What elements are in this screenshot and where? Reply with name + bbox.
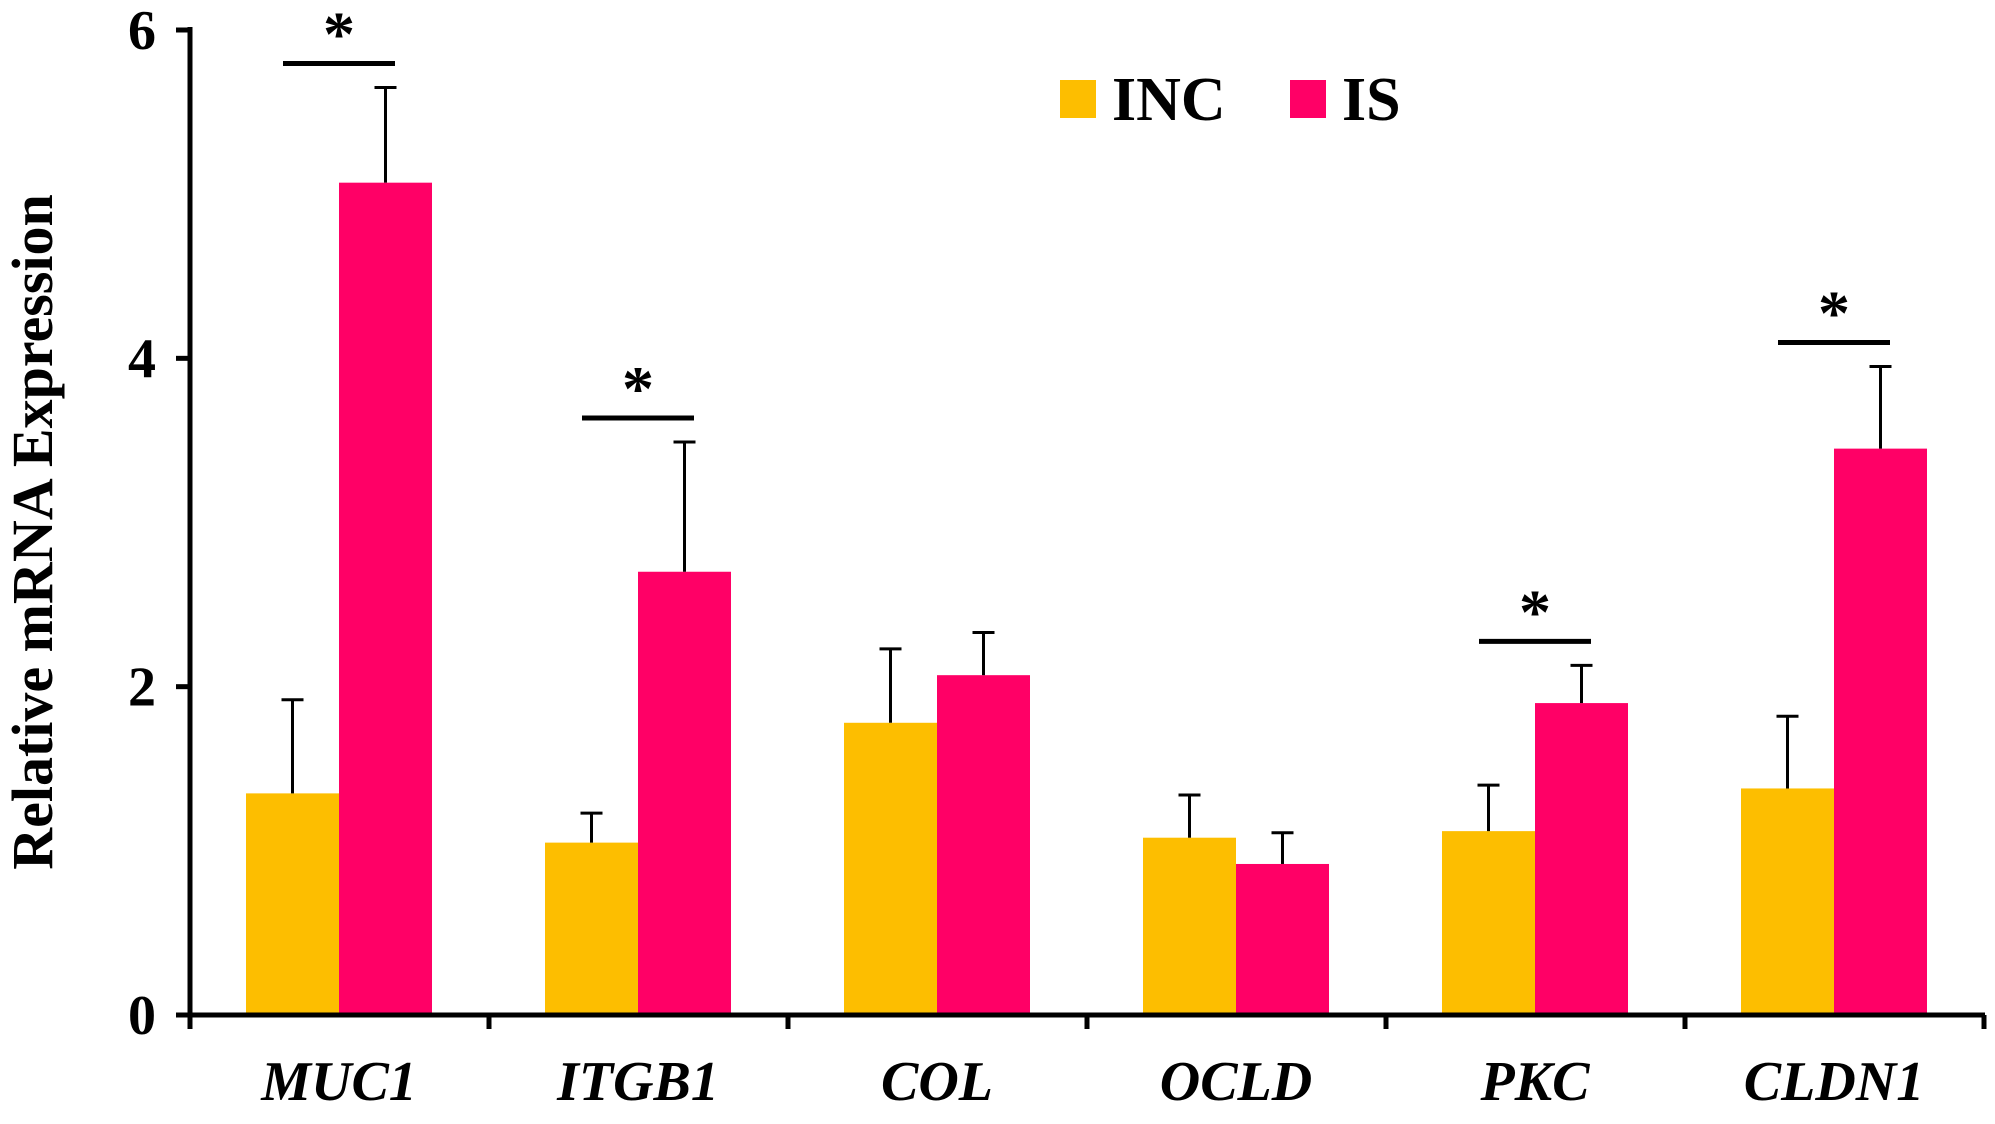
error-bar-is-muc1 (374, 85, 397, 183)
error-bar-is-pkc (1570, 663, 1593, 704)
significance-star: * (1818, 278, 1850, 349)
error-bar-is-cldn1 (1869, 365, 1892, 449)
legend-label: INC (1112, 66, 1226, 134)
error-bar-inc-muc1 (281, 698, 304, 794)
bar-inc-muc1 (246, 793, 339, 1015)
bar-inc-cldn1 (1741, 788, 1834, 1015)
legend-item-inc: INC (1060, 66, 1226, 134)
x-tick-label-col: COL (881, 1051, 993, 1113)
bar-is-ocld (1236, 863, 1329, 1015)
error-bars-layer (281, 85, 1892, 864)
significance-star: * (323, 0, 355, 69)
significance-muc1: * (283, 0, 395, 69)
significance-star: * (622, 353, 654, 424)
bar-inc-pkc (1442, 831, 1535, 1015)
y-tick-label: 6 (128, 0, 156, 62)
significance-itgb1: * (582, 353, 694, 424)
legend-swatch (1290, 80, 1326, 118)
error-bar-inc-ocld (1178, 793, 1201, 838)
x-tick-label-cldn1: CLDN1 (1744, 1051, 1924, 1113)
axes-layer (176, 27, 1987, 1029)
bar-is-itgb1 (638, 571, 731, 1015)
x-tick-label-pkc: PKC (1480, 1051, 1591, 1113)
error-bar-inc-pkc (1477, 783, 1500, 832)
labels-layer: 0 2 4 6 MUC1 ITGB1 COL OCLD PKC CLDN1 (128, 0, 1924, 1113)
x-tick-label-muc1: MUC1 (260, 1051, 417, 1113)
error-bar-inc-cldn1 (1776, 714, 1799, 789)
significance-star: * (1519, 576, 1551, 647)
y-tick-label: 4 (128, 328, 156, 390)
significance-layer: * * * * (283, 0, 1890, 647)
error-bar-inc-col (879, 647, 902, 723)
bar-is-muc1 (339, 182, 432, 1016)
error-bar-is-itgb1 (673, 440, 696, 572)
bars-layer (246, 182, 1927, 1016)
bar-is-pkc (1535, 703, 1628, 1015)
error-bar-is-ocld (1271, 831, 1294, 864)
error-bar-is-col (972, 630, 995, 676)
bar-is-col (937, 675, 1030, 1015)
legend-item-is: IS (1290, 66, 1401, 134)
x-tick-label-ocld: OCLD (1160, 1051, 1312, 1113)
bar-inc-itgb1 (545, 842, 638, 1015)
y-axis-title: Relative mRNA Expression (0, 194, 65, 870)
legend: INC IS (1060, 66, 1401, 134)
x-tick-label-itgb1: ITGB1 (556, 1051, 719, 1113)
significance-cldn1: * (1778, 278, 1890, 349)
significance-pkc: * (1479, 576, 1591, 647)
error-bar-inc-itgb1 (580, 811, 603, 843)
bar-is-cldn1 (1834, 448, 1927, 1015)
y-tick-label: 0 (128, 985, 156, 1047)
bar-inc-col (844, 722, 937, 1015)
legend-label: IS (1342, 66, 1401, 134)
legend-swatch (1060, 80, 1096, 118)
y-tick-label: 2 (128, 657, 156, 719)
bar-inc-ocld (1143, 837, 1236, 1015)
